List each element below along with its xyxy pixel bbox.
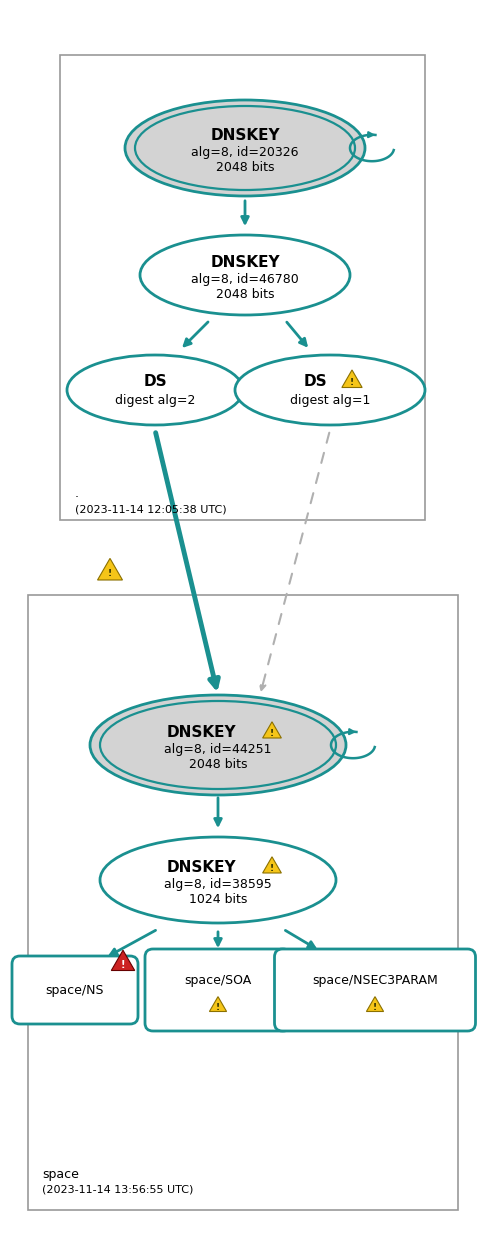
Ellipse shape: [125, 99, 365, 196]
Ellipse shape: [135, 106, 355, 190]
Polygon shape: [263, 721, 281, 738]
Text: space/NS: space/NS: [46, 983, 104, 997]
Text: space: space: [42, 1168, 79, 1181]
Ellipse shape: [140, 235, 350, 315]
Text: alg=8, id=44251: alg=8, id=44251: [164, 743, 272, 755]
Text: DNSKEY: DNSKEY: [210, 127, 280, 142]
Polygon shape: [111, 951, 135, 971]
Text: alg=8, id=46780: alg=8, id=46780: [191, 272, 299, 286]
Text: (2023-11-14 12:05:38 UTC): (2023-11-14 12:05:38 UTC): [75, 504, 227, 514]
Text: !: !: [121, 959, 125, 969]
Text: alg=8, id=20326: alg=8, id=20326: [191, 146, 299, 159]
Text: DNSKEY: DNSKEY: [210, 254, 280, 269]
Ellipse shape: [90, 695, 346, 794]
FancyBboxPatch shape: [274, 949, 475, 1031]
Text: !: !: [350, 378, 354, 387]
Text: (2023-11-14 13:56:55 UTC): (2023-11-14 13:56:55 UTC): [42, 1185, 193, 1195]
Ellipse shape: [67, 355, 243, 426]
Text: 2048 bits: 2048 bits: [189, 758, 247, 771]
Ellipse shape: [100, 837, 336, 923]
Text: !: !: [373, 1002, 377, 1011]
Text: alg=8, id=38595: alg=8, id=38595: [164, 878, 272, 890]
FancyBboxPatch shape: [145, 949, 291, 1031]
FancyBboxPatch shape: [12, 956, 138, 1024]
Polygon shape: [342, 370, 362, 388]
Text: DS: DS: [303, 374, 327, 389]
Text: 2048 bits: 2048 bits: [216, 160, 274, 174]
Text: 2048 bits: 2048 bits: [216, 287, 274, 301]
Text: .: .: [75, 487, 79, 500]
Text: DNSKEY: DNSKEY: [166, 860, 236, 875]
Text: !: !: [270, 864, 274, 872]
Text: !: !: [216, 1002, 220, 1011]
Text: digest alg=2: digest alg=2: [115, 394, 195, 407]
Text: DS: DS: [143, 374, 167, 389]
Text: !: !: [108, 569, 112, 578]
Polygon shape: [263, 857, 281, 872]
Text: space/SOA: space/SOA: [185, 973, 251, 987]
Text: digest alg=1: digest alg=1: [290, 394, 370, 407]
Bar: [60, 55, 425, 520]
Ellipse shape: [235, 355, 425, 426]
Text: 1024 bits: 1024 bits: [189, 893, 247, 905]
Text: !: !: [270, 729, 274, 738]
Polygon shape: [366, 997, 383, 1011]
Text: DNSKEY: DNSKEY: [166, 724, 236, 739]
Polygon shape: [98, 559, 122, 580]
Polygon shape: [210, 997, 226, 1011]
Ellipse shape: [100, 701, 336, 789]
Text: space/NSEC3PARAM: space/NSEC3PARAM: [312, 973, 438, 987]
Bar: [28, 596, 458, 1210]
